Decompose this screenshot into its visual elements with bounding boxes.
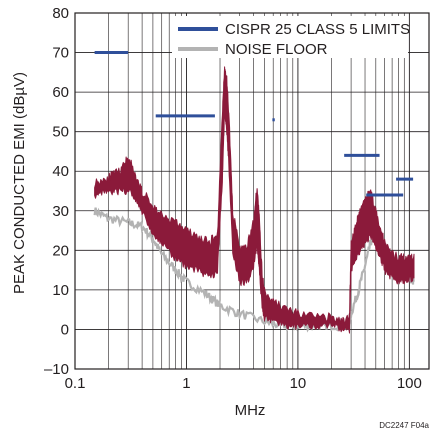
y-tick-label: 50 (52, 124, 69, 141)
x-tick-label: 100 (397, 375, 422, 392)
x-tick-label: 0.1 (65, 375, 86, 392)
legend-label-noise: NOISE FLOOR (225, 41, 328, 58)
legend-label-limits: CISPR 25 CLASS 5 LIMITS (225, 21, 410, 38)
y-tick-label: 60 (52, 84, 69, 101)
tick-labels: –10 0 10 20 30 40 50 60 70 80 0.1 1 10 100 (44, 5, 422, 392)
y-tick-label: 40 (52, 163, 69, 180)
plot-frame (74, 12, 430, 370)
limit-lines-layer (94, 51, 414, 197)
y-tick-label: 70 (52, 45, 69, 62)
emi-band-layer (94, 66, 415, 334)
y-tick-label: 30 (52, 203, 69, 220)
x-tick-label: 1 (182, 375, 190, 392)
y-tick-label: 0 (61, 321, 69, 338)
x-axis-title: MHz (235, 402, 266, 419)
x-tick-label: 10 (290, 375, 307, 392)
y-axis-title: PEAK CONDUCTED EMI (dBµV) (11, 72, 28, 294)
y-tick-label: 20 (52, 242, 69, 259)
figure-id: DC2247 F04a (379, 421, 429, 430)
y-tick-label: 80 (52, 5, 69, 22)
emi-band (94, 66, 415, 334)
legend: CISPR 25 CLASS 5 LIMITS NOISE FLOOR (172, 16, 410, 58)
y-tick-label: –10 (44, 361, 69, 378)
y-tick-label: 10 (52, 282, 69, 299)
